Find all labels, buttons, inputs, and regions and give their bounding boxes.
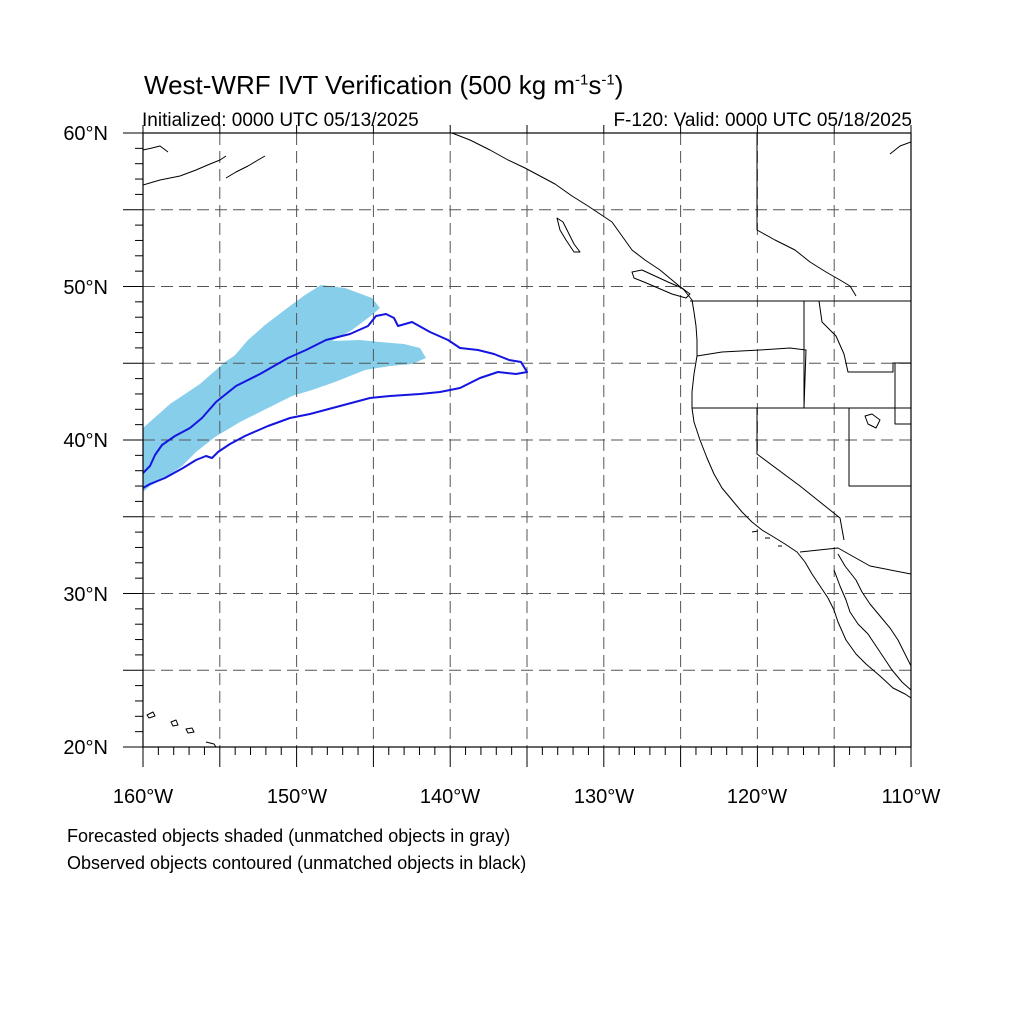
title-main: West-WRF IVT Verification (500 kg m [144, 70, 576, 100]
valid-time-label: F-120: Valid: 0000 UTC 05/18/2025 [613, 110, 912, 131]
lat-label-50: 50°N [63, 277, 108, 299]
title-sup-1: -1 [575, 71, 589, 89]
forecast-object-shaded [143, 285, 426, 492]
lat-label-30: 30°N [63, 584, 108, 606]
lat-label-60: 60°N [63, 123, 108, 145]
alaska-coast [143, 145, 266, 186]
lon-label-130w: 130°W [573, 786, 635, 808]
lon-label-160w: 160°W [112, 786, 174, 808]
graticule [123, 125, 912, 767]
ut-wy-border [894, 363, 911, 425]
lon-label-150w: 150°W [266, 786, 328, 808]
lon-label-140w: 140°W [419, 786, 481, 808]
lat-label-20: 20°N [63, 737, 108, 759]
lon-label-120w: 120°W [726, 786, 788, 808]
observed-object-contour [143, 313, 528, 489]
canada-border-line [756, 133, 911, 297]
na-coastline [451, 133, 911, 699]
idaho-border [803, 300, 911, 408]
haida-gwaii [556, 217, 581, 253]
plot-frame [142, 132, 912, 748]
channel-islands [751, 530, 782, 547]
chart-title: West-WRF IVT Verification (500 kg m-1s-1… [144, 70, 623, 101]
vancouver-island [631, 269, 691, 299]
coastlines [143, 133, 911, 747]
baja-california [837, 553, 911, 667]
init-time-label: Initialized: 0000 UTC 05/13/2025 [142, 110, 419, 131]
observed-objects [143, 313, 528, 489]
footnote-observed: Observed objects contoured (unmatched ob… [67, 853, 527, 873]
lat-label-40: 40°N [63, 430, 108, 452]
wa-or-border [696, 347, 807, 409]
gulf-of-california [833, 569, 911, 691]
lon-label-110w: 110°W [881, 786, 941, 808]
great-salt-lake [864, 413, 881, 429]
footnote-forecast: Forecasted objects shaded (unmatched obj… [67, 826, 511, 846]
us-mexico-border [799, 547, 911, 575]
forecast-objects [143, 285, 426, 492]
title-sup-2: -1 [601, 71, 615, 89]
ca-nv-border [756, 408, 845, 541]
title-end: ) [614, 70, 624, 100]
title-mid: s [588, 70, 602, 100]
nv-ut-border [848, 408, 911, 487]
hawaii-islands [146, 711, 217, 747]
